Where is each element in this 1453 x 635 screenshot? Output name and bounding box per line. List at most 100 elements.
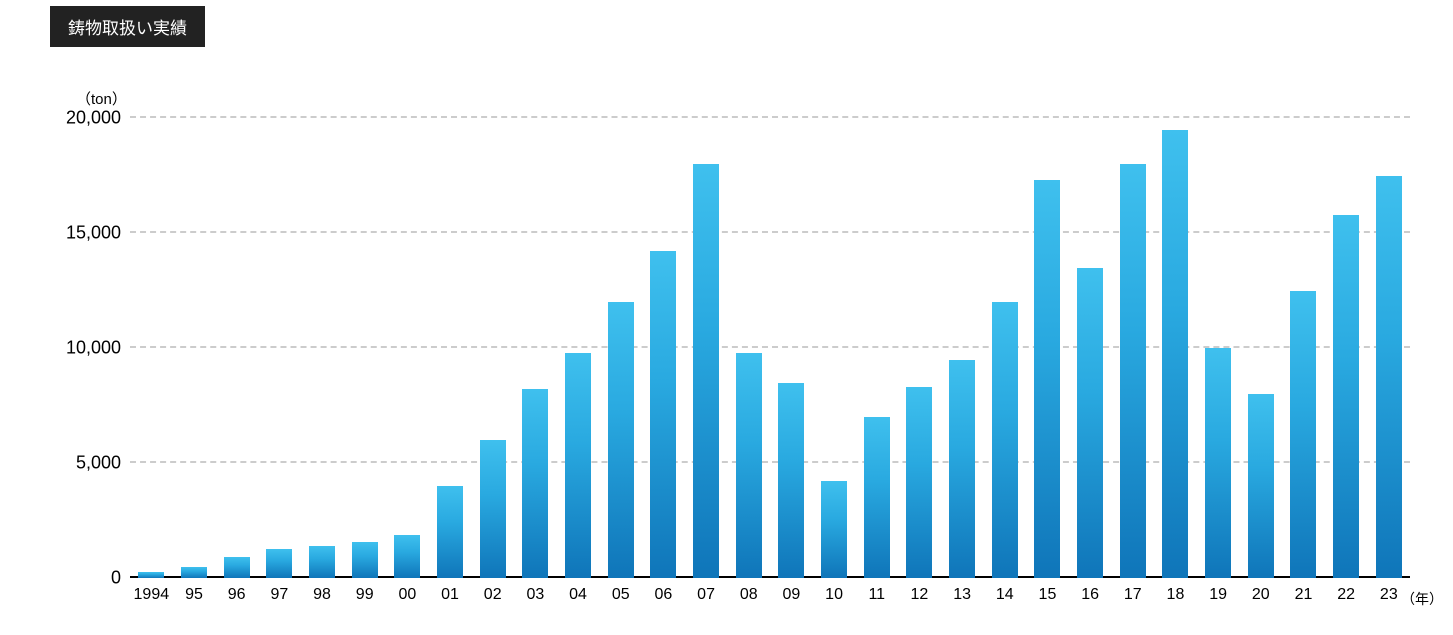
x-tick-label: 15 [1039, 586, 1057, 604]
bar [1333, 215, 1359, 578]
bar-slot: 22 [1325, 118, 1368, 578]
y-tick-label: 15,000 [41, 223, 121, 244]
x-tick-label: 23 [1380, 586, 1398, 604]
x-tick-label: 12 [911, 586, 929, 604]
x-tick-label: 11 [868, 586, 885, 604]
x-tick-label: 13 [953, 586, 971, 604]
bar [608, 302, 634, 578]
x-tick-label: 98 [313, 586, 331, 604]
bar-slot: 12 [898, 118, 941, 578]
bar [736, 353, 762, 578]
x-tick-label: 96 [228, 586, 246, 604]
bar-slot: 17 [1111, 118, 1154, 578]
y-tick-label: 10,000 [41, 338, 121, 359]
x-tick-label: 07 [697, 586, 715, 604]
bar [1248, 394, 1274, 578]
plot-area: 1994959697989900010203040506070809101112… [130, 118, 1410, 578]
bar [1205, 348, 1231, 578]
bar-slot: 09 [770, 118, 813, 578]
bar-slot: 98 [301, 118, 344, 578]
x-tick-label: 18 [1167, 586, 1185, 604]
x-axis-unit-label: （年） [1401, 589, 1443, 609]
bar-slot: 14 [983, 118, 1026, 578]
x-tick-label: 02 [484, 586, 502, 604]
y-axis-unit-label: （ton） [76, 88, 127, 109]
bar [565, 353, 591, 578]
x-tick-label: 21 [1295, 586, 1313, 604]
bar-slot: 97 [258, 118, 301, 578]
x-tick-label: 01 [441, 586, 459, 604]
bar-slot: 20 [1239, 118, 1282, 578]
bar [906, 387, 932, 578]
bar [864, 417, 890, 578]
x-tick-label: 09 [783, 586, 801, 604]
x-tick-label: 08 [740, 586, 758, 604]
bar [821, 481, 847, 578]
bar-slot: 1994 [130, 118, 173, 578]
x-tick-label: 00 [398, 586, 416, 604]
x-tick-label: 1994 [134, 586, 170, 604]
x-tick-label: 22 [1337, 586, 1355, 604]
x-tick-label: 03 [526, 586, 544, 604]
chart-title: 鋳物取扱い実績 [50, 6, 205, 47]
bar-slot: 16 [1069, 118, 1112, 578]
bar [1077, 268, 1103, 579]
y-tick-label: 20,000 [41, 108, 121, 129]
bar-slot: 06 [642, 118, 685, 578]
y-tick-label: 0 [41, 568, 121, 589]
bar-slot: 03 [514, 118, 557, 578]
bar [992, 302, 1018, 578]
x-tick-label: 95 [185, 586, 203, 604]
bar-slot: 21 [1282, 118, 1325, 578]
bar-slot: 11 [855, 118, 898, 578]
bar-slot: 99 [343, 118, 386, 578]
x-tick-label: 99 [356, 586, 374, 604]
bar [1162, 130, 1188, 579]
bar [778, 383, 804, 579]
bar-slot: 18 [1154, 118, 1197, 578]
bar [949, 360, 975, 579]
bar-slot: 05 [599, 118, 642, 578]
bar [437, 486, 463, 578]
bar [650, 251, 676, 578]
bar-slot: 19 [1197, 118, 1240, 578]
bar-slot: 00 [386, 118, 429, 578]
bar [224, 557, 250, 578]
bar [522, 389, 548, 578]
bar-slot: 95 [173, 118, 216, 578]
x-tick-label: 14 [996, 586, 1014, 604]
bar-slot: 13 [941, 118, 984, 578]
bar [352, 542, 378, 578]
bars-container: 1994959697989900010203040506070809101112… [130, 118, 1410, 578]
x-tick-label: 97 [270, 586, 288, 604]
bar-slot: 07 [685, 118, 728, 578]
bar-slot: 23 [1367, 118, 1410, 578]
x-tick-label: 19 [1209, 586, 1227, 604]
bar [693, 164, 719, 578]
bar-slot: 10 [813, 118, 856, 578]
bar [1120, 164, 1146, 578]
bar [480, 440, 506, 578]
bar [1376, 176, 1402, 579]
bar-slot: 08 [727, 118, 770, 578]
x-tick-label: 06 [654, 586, 672, 604]
x-tick-label: 20 [1252, 586, 1270, 604]
bar [309, 546, 335, 578]
bar-slot: 02 [471, 118, 514, 578]
bar-slot: 04 [557, 118, 600, 578]
x-tick-label: 05 [612, 586, 630, 604]
x-tick-label: 17 [1124, 586, 1142, 604]
bar-slot: 15 [1026, 118, 1069, 578]
bar [181, 567, 207, 579]
bar-slot: 01 [429, 118, 472, 578]
y-tick-label: 5,000 [41, 453, 121, 474]
bar [266, 549, 292, 578]
bar [394, 535, 420, 578]
x-tick-label: 10 [825, 586, 843, 604]
bar [1034, 180, 1060, 578]
bar-slot: 96 [215, 118, 258, 578]
bar [1290, 291, 1316, 579]
bar [138, 572, 164, 578]
x-tick-label: 04 [569, 586, 587, 604]
x-tick-label: 16 [1081, 586, 1099, 604]
